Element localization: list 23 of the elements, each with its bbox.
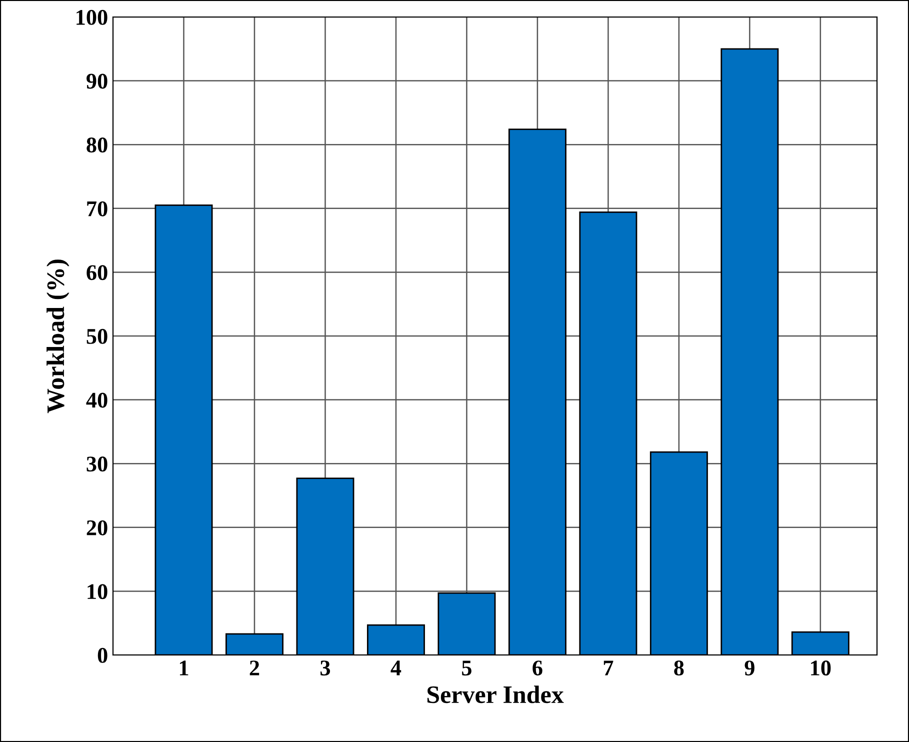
y-tick-label: 70 [87, 201, 108, 216]
y-tick-label: 100 [76, 10, 108, 25]
x-tick-label: 2 [250, 660, 260, 676]
x-tick-label: 8 [674, 660, 684, 676]
x-axis-title: Server Index [427, 686, 564, 704]
x-tick-label: 4 [390, 660, 402, 676]
x-tick-label: 3 [320, 660, 330, 676]
x-tick-label: 10 [811, 660, 831, 676]
x-tick-label: 9 [744, 660, 754, 676]
y-tick-label: 50 [86, 328, 108, 344]
x-tick-label: 5 [462, 660, 472, 676]
y-axis-title: Workload (%) [46, 260, 70, 414]
y-tick-label: 80 [86, 138, 108, 153]
x-tick-label: 6 [532, 660, 542, 676]
y-tick-label: 30 [86, 456, 108, 472]
x-tick-label: 7 [604, 660, 614, 676]
x-tick-label: 1 [180, 660, 188, 676]
y-tick-label: 40 [86, 392, 108, 408]
y-tick-label: 90 [86, 74, 108, 89]
y-tick-label: 10 [88, 584, 108, 600]
y-tick-label: 20 [86, 520, 108, 536]
y-tick-label: 60 [86, 265, 108, 280]
y-tick-label: 0 [98, 648, 108, 663]
